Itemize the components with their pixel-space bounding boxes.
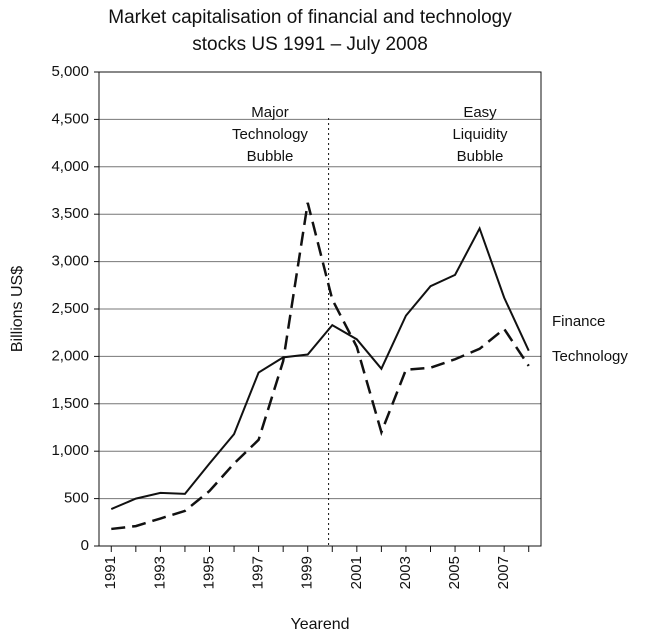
y-tick-label: 2,500: [51, 300, 89, 317]
y-tick-label: 1,000: [51, 442, 89, 459]
annotation: Major: [251, 104, 289, 121]
y-tick-label: 3,000: [51, 253, 89, 270]
y-tick-label: 4,500: [51, 110, 89, 127]
x-tick-label: 2005: [446, 556, 463, 589]
y-axis-label: Billions US$: [9, 266, 26, 352]
x-tick-label: 2007: [495, 556, 512, 589]
x-tick-label: 1995: [200, 556, 217, 589]
x-tick-label: 2003: [397, 556, 414, 589]
series-line: [111, 202, 530, 531]
annotation: Easy: [463, 104, 497, 121]
y-tick-label: 4,000: [51, 158, 89, 175]
x-tick-label: 2001: [348, 556, 365, 589]
annotation: Bubble: [247, 148, 294, 165]
plot-frame: [98, 71, 542, 547]
y-tick-label: 5,000: [51, 63, 89, 80]
legend-label: Finance: [552, 313, 605, 330]
x-tick-label: 1999: [299, 556, 316, 589]
y-tick-label: 1,500: [51, 395, 89, 412]
legend-label: Technology: [552, 348, 628, 365]
series-line: [110, 225, 530, 510]
y-tick-label: 2,000: [51, 347, 89, 364]
y-tick-label: 3,500: [51, 205, 89, 222]
x-tick-label: 1997: [250, 556, 267, 589]
x-tick-label: 1993: [151, 556, 168, 589]
chart-title: stocks US 1991 – July 2008: [192, 34, 428, 55]
y-tick-label: 0: [81, 537, 89, 554]
y-tick-label: 500: [64, 490, 89, 507]
chart-title: Market capitalisation of financial and t…: [108, 7, 512, 28]
annotation: Liquidity: [452, 126, 508, 143]
x-tick-label: 1991: [102, 556, 119, 589]
annotation: Bubble: [457, 148, 504, 165]
x-axis-label: Yearend: [290, 616, 349, 633]
annotation: Technology: [232, 126, 308, 143]
